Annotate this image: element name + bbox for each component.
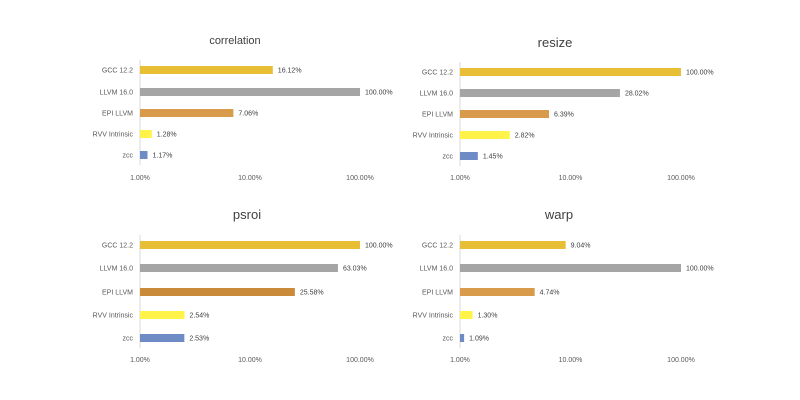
bar [460, 311, 473, 319]
x-tick-label: 1.00% [450, 357, 470, 364]
data-label: 25.58% [300, 290, 324, 297]
bar [460, 334, 465, 342]
x-tick-label: 1.00% [130, 357, 150, 364]
category-label: RVV Intrinsic [93, 313, 134, 320]
x-tick-label: 10.00% [238, 357, 262, 364]
x-tick-label: 100.00% [346, 175, 374, 182]
data-label: 2.82% [515, 133, 535, 140]
data-label: 6.39% [554, 112, 574, 119]
data-label: 1.30% [478, 313, 498, 320]
data-label: 1.09% [469, 336, 489, 343]
bar [140, 311, 185, 319]
category-label: EPI LLVM [102, 290, 133, 297]
x-tick-label: 100.00% [667, 175, 695, 182]
category-label: LLVM 16.0 [100, 266, 133, 273]
category-label: RVV Intrinsic [93, 132, 134, 139]
data-label: 100.00% [365, 90, 393, 97]
data-label: 7.06% [238, 111, 258, 118]
bar [460, 264, 681, 272]
chart-title-0: correlation [209, 35, 260, 47]
category-label: EPI LLVM [422, 290, 453, 297]
category-label: zcc [123, 153, 134, 160]
x-tick-label: 100.00% [667, 357, 695, 364]
data-label: 4.74% [540, 290, 560, 297]
bar [140, 109, 234, 117]
data-label: 1.28% [157, 132, 177, 139]
bar [140, 264, 338, 272]
category-label: zcc [443, 154, 454, 161]
category-label: LLVM 16.0 [420, 266, 453, 273]
data-label: 63.03% [343, 266, 367, 273]
bar [140, 88, 360, 96]
data-label: 1.17% [153, 153, 173, 160]
x-tick-label: 10.00% [238, 175, 262, 182]
bar [140, 288, 295, 296]
chart-title-2: psroi [233, 207, 261, 222]
category-label: GCC 12.2 [422, 243, 453, 250]
bar [460, 131, 510, 139]
data-label: 2.54% [190, 313, 210, 320]
data-label: 1.45% [483, 154, 503, 161]
bar [140, 130, 152, 138]
bar [460, 68, 681, 76]
data-label: 100.00% [365, 243, 393, 250]
data-label: 100.00% [686, 70, 714, 77]
bar [140, 66, 273, 74]
x-tick-label: 1.00% [450, 175, 470, 182]
bar [140, 334, 185, 342]
x-tick-label: 1.00% [130, 175, 150, 182]
category-label: GCC 12.2 [422, 70, 453, 77]
category-label: EPI LLVM [422, 112, 453, 119]
bar [460, 110, 550, 118]
category-label: GCC 12.2 [102, 68, 133, 75]
category-label: EPI LLVM [102, 111, 133, 118]
x-tick-label: 10.00% [559, 357, 583, 364]
bar [460, 152, 478, 160]
category-label: LLVM 16.0 [420, 91, 453, 98]
bar [460, 241, 566, 249]
data-label: 16.12% [278, 68, 302, 75]
category-label: zcc [443, 336, 454, 343]
bar [460, 89, 620, 97]
x-tick-label: 100.00% [346, 357, 374, 364]
data-label: 28.02% [625, 91, 649, 98]
category-label: GCC 12.2 [102, 243, 133, 250]
data-label: 9.04% [571, 243, 591, 250]
category-label: zcc [123, 336, 134, 343]
chart-title-3: warp [544, 207, 573, 222]
data-label: 2.53% [189, 336, 209, 343]
bar [140, 241, 360, 249]
chart-title-1: resize [538, 35, 573, 50]
category-label: LLVM 16.0 [100, 90, 133, 97]
bar [140, 151, 148, 159]
category-label: RVV Intrinsic [413, 313, 454, 320]
data-label: 100.00% [686, 266, 714, 273]
x-tick-label: 10.00% [559, 175, 583, 182]
bar [460, 288, 535, 296]
category-label: RVV Intrinsic [413, 133, 454, 140]
